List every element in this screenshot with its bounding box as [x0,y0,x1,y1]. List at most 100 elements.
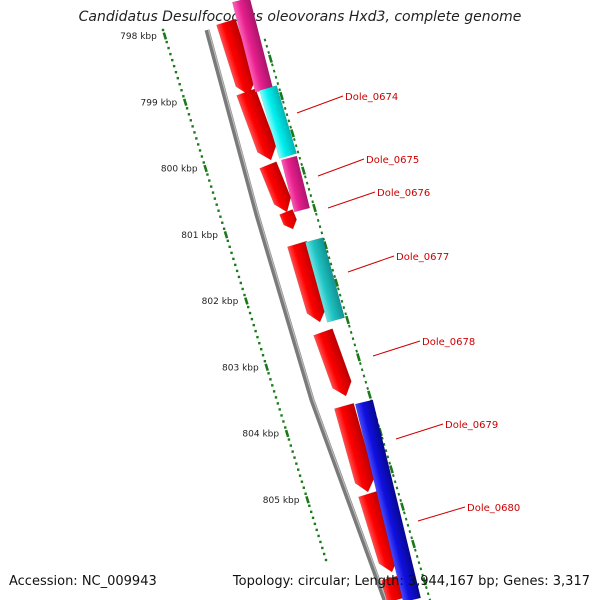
gene-label[interactable]: Dole_0678 [422,337,475,348]
scale-minor-dot [261,354,265,357]
cds-arrow [287,240,327,323]
outer-minor-dot [397,492,401,496]
callout-line [417,506,466,522]
gene-label[interactable]: Dole_0675 [366,155,419,166]
outer-minor-dot [425,586,428,590]
outer-minor-dot [403,511,406,515]
outer-minor-dot [298,156,302,160]
outer-minor-dot [311,200,314,204]
scale-minor-dot [297,468,300,471]
scale-minor-dot [309,510,313,514]
outer-major-tick [268,54,273,63]
outer-tick-marks [263,38,432,600]
scale-minor-dot [254,329,257,333]
callout-line [327,191,376,209]
scale-minor-dot [196,143,200,146]
scale-minor-dot [208,179,211,182]
scale-minor-dot [209,185,213,188]
outer-minor-dot [408,530,412,534]
outer-minor-dot [300,162,303,166]
scale-minor-dot [295,462,298,465]
outer-minor-dot [327,256,331,260]
gene-label[interactable]: Dole_0677 [396,252,449,263]
outer-minor-dot [329,262,333,266]
scale-minor-dot [191,125,194,128]
scale-minor-dot [200,155,204,158]
scale-minor-dot [185,107,189,110]
outer-minor-dot [296,150,300,154]
kbp-label: 805 kbp [263,496,300,506]
outer-minor-dot [392,474,395,478]
scale-minor-dot [161,28,165,32]
kbp-label: 803 kbp [222,363,259,373]
kbp-label: 798 kbp [120,32,157,42]
outer-major-tick [422,577,427,586]
scale-minor-dot [211,191,215,194]
scale-major-tick [264,363,269,372]
callout-line [317,158,365,177]
scale-minor-dot [287,438,291,441]
gene-label[interactable]: Dole_0679 [445,420,498,431]
outer-major-tick [400,502,405,511]
scale-minor-dot [293,456,296,459]
outer-minor-dot [428,598,432,600]
scale-minor-dot [250,317,254,321]
scale-minor-dot [174,70,178,74]
scale-minor-dot [213,197,217,200]
callout-line [372,340,421,357]
scale-minor-dot [193,131,196,134]
scale-major-tick [182,98,188,107]
outer-minor-dot [382,442,386,446]
scale-minor-dot [263,360,267,363]
scale-minor-dot [278,408,281,411]
scale-minor-dot [237,275,241,279]
outer-minor-dot [406,523,410,527]
gene-label[interactable]: Dole_0680 [467,503,520,514]
outer-minor-dot [338,293,342,297]
scale-minor-dot [165,40,168,44]
kbp-label: 799 kbp [141,98,178,108]
scale-minor-dot [256,335,259,339]
outer-minor-dot [322,237,325,241]
outer-minor-dot [307,187,311,191]
scale-minor-dot [189,119,192,122]
scale-minor-dot [232,257,235,261]
outer-minor-dot [265,44,269,48]
scale-minor-dot [321,546,324,550]
scale-minor-dot [291,450,294,453]
scale-minor-dot [317,534,320,538]
gene-label[interactable]: Dole_0676 [377,188,430,199]
outer-minor-dot [353,343,357,347]
kbp-scale-dots [161,28,328,562]
scale-major-tick [162,32,168,40]
outer-minor-dot [316,218,320,222]
outer-minor-dot [384,449,388,453]
genome-stats-text: Topology: circular; Length: 3,944,167 bp… [232,574,590,589]
scale-minor-dot [247,305,250,309]
scale-minor-dot [222,227,226,230]
outer-minor-dot [267,50,270,54]
gene-label[interactable]: Dole_0674 [345,92,398,103]
cds-arrow [236,88,277,161]
outer-minor-dot [417,561,421,565]
callout-line [296,95,344,114]
scale-minor-dot [267,372,270,375]
outer-minor-dot [362,374,366,378]
kbp-label: 802 kbp [202,297,239,307]
scale-minor-dot [234,263,237,267]
scale-minor-dot [269,378,272,381]
outer-minor-dot [349,330,353,334]
scale-major-tick [305,496,310,504]
outer-minor-dot [337,287,340,291]
outer-minor-dot [364,380,368,384]
scale-minor-dot [324,558,328,562]
outer-minor-dot [287,119,291,123]
outer-major-tick [411,539,416,549]
outer-minor-dot [348,324,351,328]
scale-minor-dot [248,311,252,315]
scale-minor-dot [198,149,202,152]
scale-major-tick [223,231,229,239]
outer-minor-dot [355,349,358,353]
outer-major-tick [312,203,317,213]
outer-minor-dot [293,138,296,142]
